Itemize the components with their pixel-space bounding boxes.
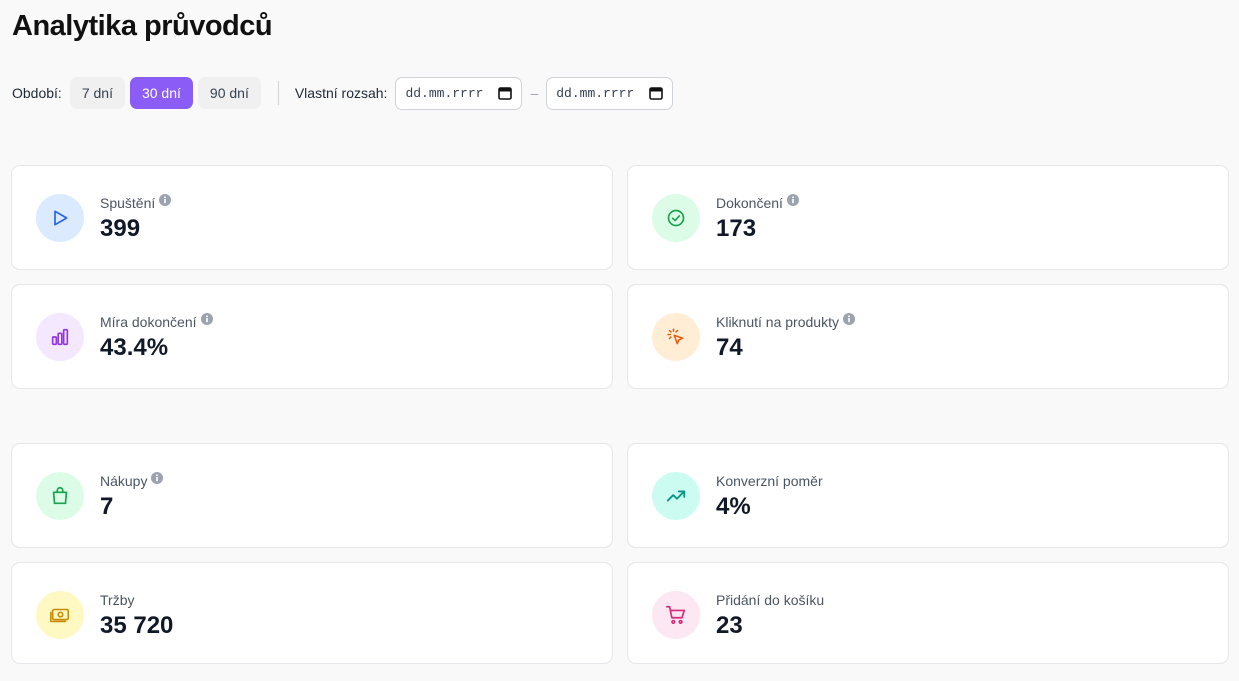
stat-card-product-clicks: Kliknutí na produkty 74 <box>627 284 1229 389</box>
calendar-icon[interactable] <box>649 86 664 100</box>
stat-value: 35 720 <box>100 612 174 639</box>
stat-label: Míra dokončení <box>100 314 197 330</box>
date-from-input[interactable]: dd.mm.rrrr <box>395 76 523 110</box>
stat-value: 399 <box>100 215 141 242</box>
period-90-days-button[interactable]: 90 dní <box>197 77 261 109</box>
info-icon[interactable] <box>159 194 172 206</box>
stat-card-completions: Dokončení 173 <box>627 165 1229 270</box>
stat-label: Spuštění <box>100 195 156 211</box>
stat-card-purchases: Nákupy 7 <box>11 443 613 548</box>
stat-label: Přidání do košíku <box>716 592 825 608</box>
cursor-click-icon <box>667 328 684 345</box>
check-circle-icon <box>667 209 685 227</box>
calendar-icon[interactable] <box>498 86 513 100</box>
stat-label: Tržby <box>100 592 135 608</box>
shopping-bag-icon <box>52 486 68 505</box>
bar-chart-icon <box>51 328 69 346</box>
info-icon[interactable] <box>200 313 213 325</box>
stat-value: 7 <box>100 493 114 520</box>
period-7-days-button[interactable]: 7 dní <box>69 77 125 109</box>
stat-icon-circle <box>36 591 84 639</box>
stat-icon-circle <box>652 194 700 242</box>
period-30-days-button[interactable]: 30 dní <box>129 77 193 109</box>
date-to-placeholder: dd.mm.rrrr <box>556 85 635 101</box>
period-label: Období: <box>12 85 62 101</box>
page-title: Analytika průvodců <box>12 10 273 42</box>
stat-value: 74 <box>716 334 743 361</box>
stat-label: Nákupy <box>100 473 148 489</box>
stat-label: Konverzní poměr <box>716 473 823 489</box>
info-icon[interactable] <box>786 194 799 206</box>
stat-icon-circle <box>36 194 84 242</box>
stat-value: 4% <box>716 493 751 520</box>
cart-icon <box>666 605 686 624</box>
stat-card-starts: Spuštění 399 <box>11 165 613 270</box>
filter-divider <box>277 81 279 105</box>
stat-icon-circle <box>36 472 84 520</box>
date-from-placeholder: dd.mm.rrrr <box>405 85 484 101</box>
banknote-icon <box>50 608 70 623</box>
stat-value: 23 <box>716 612 743 639</box>
trending-up-icon <box>666 490 686 502</box>
stat-icon-circle <box>36 313 84 361</box>
date-range-separator: – <box>530 85 539 101</box>
stat-card-revenue: Tržby 35 720 <box>11 562 613 664</box>
stat-label: Kliknutí na produkty <box>716 314 839 330</box>
stat-icon-circle <box>652 591 700 639</box>
date-to-input[interactable]: dd.mm.rrrr <box>546 76 674 110</box>
info-icon[interactable] <box>842 313 855 325</box>
custom-range-label: Vlastní rozsah: <box>294 85 388 101</box>
stat-label: Dokončení <box>716 195 783 211</box>
stat-card-conversion-rate: Konverzní poměr 4% <box>627 443 1229 548</box>
stat-icon-circle <box>652 472 700 520</box>
stat-value: 173 <box>716 215 757 242</box>
stat-card-add-to-cart: Přidání do košíku 23 <box>627 562 1229 664</box>
stat-card-completion-rate: Míra dokončení 43.4% <box>11 284 613 389</box>
stat-value: 43.4% <box>100 334 169 361</box>
period-filter-bar: Období: 7 dní 30 dní 90 dní Vlastní rozs… <box>12 76 674 110</box>
info-icon[interactable] <box>151 472 164 484</box>
stat-icon-circle <box>652 313 700 361</box>
play-icon <box>54 210 68 226</box>
